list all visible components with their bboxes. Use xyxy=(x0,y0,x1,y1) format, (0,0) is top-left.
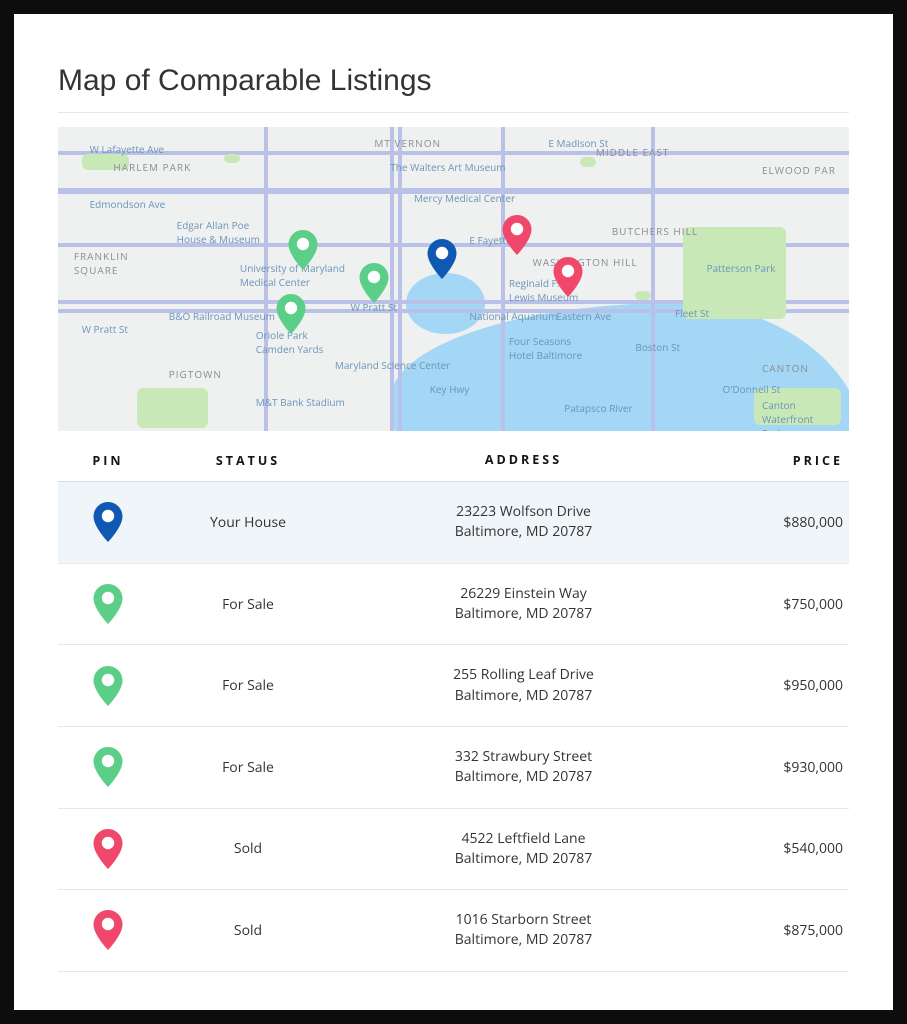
price-cell: $875,000 xyxy=(709,921,849,940)
status-cell: For Sale xyxy=(158,758,338,777)
table-header-row: PIN STATUS ADDRESS PRICE xyxy=(58,437,849,482)
address-cell: 23223 Wolfson DriveBaltimore, MD 20787 xyxy=(338,502,709,543)
address-cell: 1016 Starborn StreetBaltimore, MD 20787 xyxy=(338,910,709,951)
address-line2: Baltimore, MD 20787 xyxy=(338,767,709,787)
map-label: Edmondson Ave xyxy=(90,197,166,211)
comparable-listings-card: Map of Comparable Listings MT VERNONMIDD… xyxy=(14,14,893,1010)
map-label: FRANKLINSQUARE xyxy=(74,249,129,277)
table-row: For Sale26229 Einstein WayBaltimore, MD … xyxy=(58,564,849,646)
map-label: MT VERNON xyxy=(374,136,441,150)
map-label: PIGTOWN xyxy=(169,367,222,381)
status-cell: For Sale xyxy=(158,595,338,614)
table-header-address: ADDRESS xyxy=(338,451,709,469)
map-label: M&T Bank Stadium xyxy=(256,395,345,409)
address-line1: 1016 Starborn Street xyxy=(338,910,709,930)
status-cell: Sold xyxy=(158,839,338,858)
address-cell: 332 Strawbury StreetBaltimore, MD 20787 xyxy=(338,747,709,788)
address-line2: Baltimore, MD 20787 xyxy=(338,604,709,624)
address-line1: 332 Strawbury Street xyxy=(338,747,709,767)
map-label: WASHINGTON HILL xyxy=(533,255,638,269)
price-cell: $930,000 xyxy=(709,758,849,777)
address-line1: 23223 Wolfson Drive xyxy=(338,502,709,522)
address-line2: Baltimore, MD 20787 xyxy=(338,522,709,542)
map-pin-icon[interactable] xyxy=(502,215,532,255)
status-cell: Sold xyxy=(158,921,338,940)
address-line2: Baltimore, MD 20787 xyxy=(338,849,709,869)
table-row: For Sale332 Strawbury StreetBaltimore, M… xyxy=(58,727,849,809)
table-row: Sold1016 Starborn StreetBaltimore, MD 20… xyxy=(58,890,849,972)
table-row: For Sale255 Rolling Leaf DriveBaltimore,… xyxy=(58,645,849,727)
address-line1: 26229 Einstein Way xyxy=(338,584,709,604)
map-pin-icon[interactable] xyxy=(288,230,318,270)
price-cell: $950,000 xyxy=(709,676,849,695)
table-body: Your House23223 Wolfson DriveBaltimore, … xyxy=(58,482,849,972)
status-cell: For Sale xyxy=(158,676,338,695)
price-cell: $540,000 xyxy=(709,839,849,858)
pin-icon xyxy=(58,829,158,869)
pin-icon xyxy=(58,584,158,624)
map-label: E Madison St xyxy=(548,136,608,150)
table-header-status: STATUS xyxy=(158,452,338,469)
address-line2: Baltimore, MD 20787 xyxy=(338,686,709,706)
pin-icon xyxy=(58,502,158,542)
map-label: W Pratt St xyxy=(82,322,128,336)
map-pin-icon[interactable] xyxy=(427,239,457,279)
price-cell: $750,000 xyxy=(709,595,849,614)
pin-icon xyxy=(58,910,158,950)
page-title: Map of Comparable Listings xyxy=(58,64,849,98)
price-cell: $880,000 xyxy=(709,513,849,532)
map-area[interactable]: MT VERNONMIDDLE EASTHARLEM PARKELWOOD PA… xyxy=(58,127,849,431)
address-cell: 26229 Einstein WayBaltimore, MD 20787 xyxy=(338,584,709,625)
table-row: Sold4522 Leftfield LaneBaltimore, MD 207… xyxy=(58,809,849,891)
pin-icon xyxy=(58,747,158,787)
address-line1: 4522 Leftfield Lane xyxy=(338,829,709,849)
status-cell: Your House xyxy=(158,513,338,532)
pin-icon xyxy=(58,666,158,706)
divider xyxy=(58,112,849,113)
address-cell: 4522 Leftfield LaneBaltimore, MD 20787 xyxy=(338,829,709,870)
address-cell: 255 Rolling Leaf DriveBaltimore, MD 2078… xyxy=(338,665,709,706)
address-line1: 255 Rolling Leaf Drive xyxy=(338,665,709,685)
map-pin-icon[interactable] xyxy=(553,257,583,297)
table-header-price: PRICE xyxy=(709,452,849,469)
map-pin-icon[interactable] xyxy=(359,263,389,303)
map-pin-icon[interactable] xyxy=(276,294,306,334)
table-row: Your House23223 Wolfson DriveBaltimore, … xyxy=(58,482,849,564)
map-label: ELWOOD PAR xyxy=(762,163,836,177)
address-line2: Baltimore, MD 20787 xyxy=(338,930,709,950)
map-label: The Walters Art Museum xyxy=(390,160,505,174)
table-header-pin: PIN xyxy=(58,452,158,469)
